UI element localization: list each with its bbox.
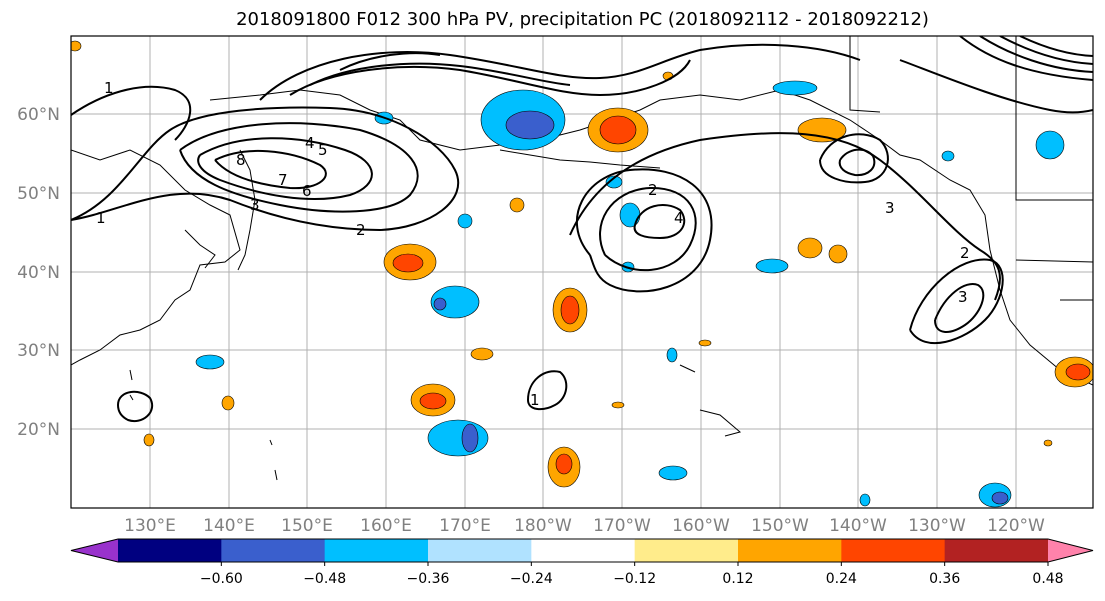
lat-label: 20°N [17, 420, 60, 440]
contour-label: 2 [356, 221, 366, 239]
contour-label: 3 [250, 196, 260, 214]
colorbar-extend-high [1048, 539, 1093, 562]
colorbar-tick-label: −0.24 [510, 571, 553, 587]
colorbar-bin [221, 539, 326, 562]
colorbar-tick-label: −0.48 [303, 571, 346, 587]
lon-label: 150°E [281, 516, 333, 536]
lon-label: 140°E [203, 516, 255, 536]
contour-labels: 1 1 2 2 3 3 4 4 5 6 7 8 1 2 3 [96, 79, 970, 409]
contour-label: 4 [674, 209, 684, 227]
map-title: 2018091800 F012 300 hPa PV, precipitatio… [236, 9, 929, 30]
lat-label: 40°N [17, 263, 60, 283]
lon-label: 130°E [124, 516, 176, 536]
map-frame [70, 35, 1094, 509]
contour-label: 1 [530, 391, 540, 409]
lon-label: 170°E [439, 516, 491, 536]
colorbar-bin [738, 539, 842, 562]
grid-lines [71, 36, 1093, 508]
coastlines [71, 36, 1093, 481]
colorbar-tick-label: 0.36 [929, 571, 960, 587]
lat-label: 60°N [17, 105, 60, 125]
colorbar: −0.60 −0.48 −0.36 −0.24 −0.12 0.12 0.24 0.36 0.4… [70, 538, 1094, 587]
longitude-labels: 130°E 140°E 150°E 160°E 170°E 180°W 170°… [124, 516, 1045, 536]
colorbar-extend-low [71, 539, 118, 562]
colorbar-outline [70, 538, 1094, 563]
colorbar-bin [428, 539, 532, 562]
colorbar-bin [634, 539, 739, 562]
contour-label: 3 [958, 288, 968, 306]
colorbar-tick-label: 0.24 [826, 571, 857, 587]
contour-label: 6 [302, 182, 312, 200]
contour-label: 8 [236, 151, 246, 169]
lat-label: 30°N [17, 341, 60, 361]
colorbar-tick-label: −0.60 [200, 571, 243, 587]
contour-label: 5 [318, 141, 328, 159]
contour-label: 3 [885, 199, 895, 217]
contour-label: 4 [305, 134, 315, 152]
lon-label: 130°W [908, 516, 966, 536]
lon-label: 150°W [751, 516, 809, 536]
precip-shading [71, 40, 1093, 508]
colorbar-bin [324, 539, 429, 562]
contour-label: 2 [960, 244, 970, 262]
colorbar-tick-label: 0.12 [722, 571, 753, 587]
contour-label: 1 [104, 79, 114, 97]
map-body: 1 1 2 2 3 3 4 4 5 6 7 8 1 2 3 [71, 36, 1093, 508]
lon-label: 120°W [987, 516, 1045, 536]
contour-label: 7 [278, 171, 288, 189]
contour-label: 1 [96, 209, 106, 227]
colorbar-bin [944, 539, 1049, 562]
contour-label: 2 [648, 181, 658, 199]
lon-label: 140°W [829, 516, 887, 536]
lon-label: 180°W [514, 516, 572, 536]
latitude-labels: 60°N 50°N 40°N 30°N 20°N [17, 105, 60, 440]
lon-label: 170°W [593, 516, 651, 536]
lat-label: 50°N [17, 184, 60, 204]
lon-label: 160°E [360, 516, 412, 536]
colorbar-tick-label: 0.48 [1032, 571, 1063, 587]
colorbar-bin [118, 539, 222, 562]
pv-contours [71, 36, 1093, 423]
colorbar-tick-label: −0.36 [407, 571, 450, 587]
lon-label: 160°W [672, 516, 730, 536]
colorbar-tick-label: −0.12 [613, 571, 656, 587]
colorbar-bin [841, 539, 946, 562]
colorbar-bin [531, 539, 636, 562]
